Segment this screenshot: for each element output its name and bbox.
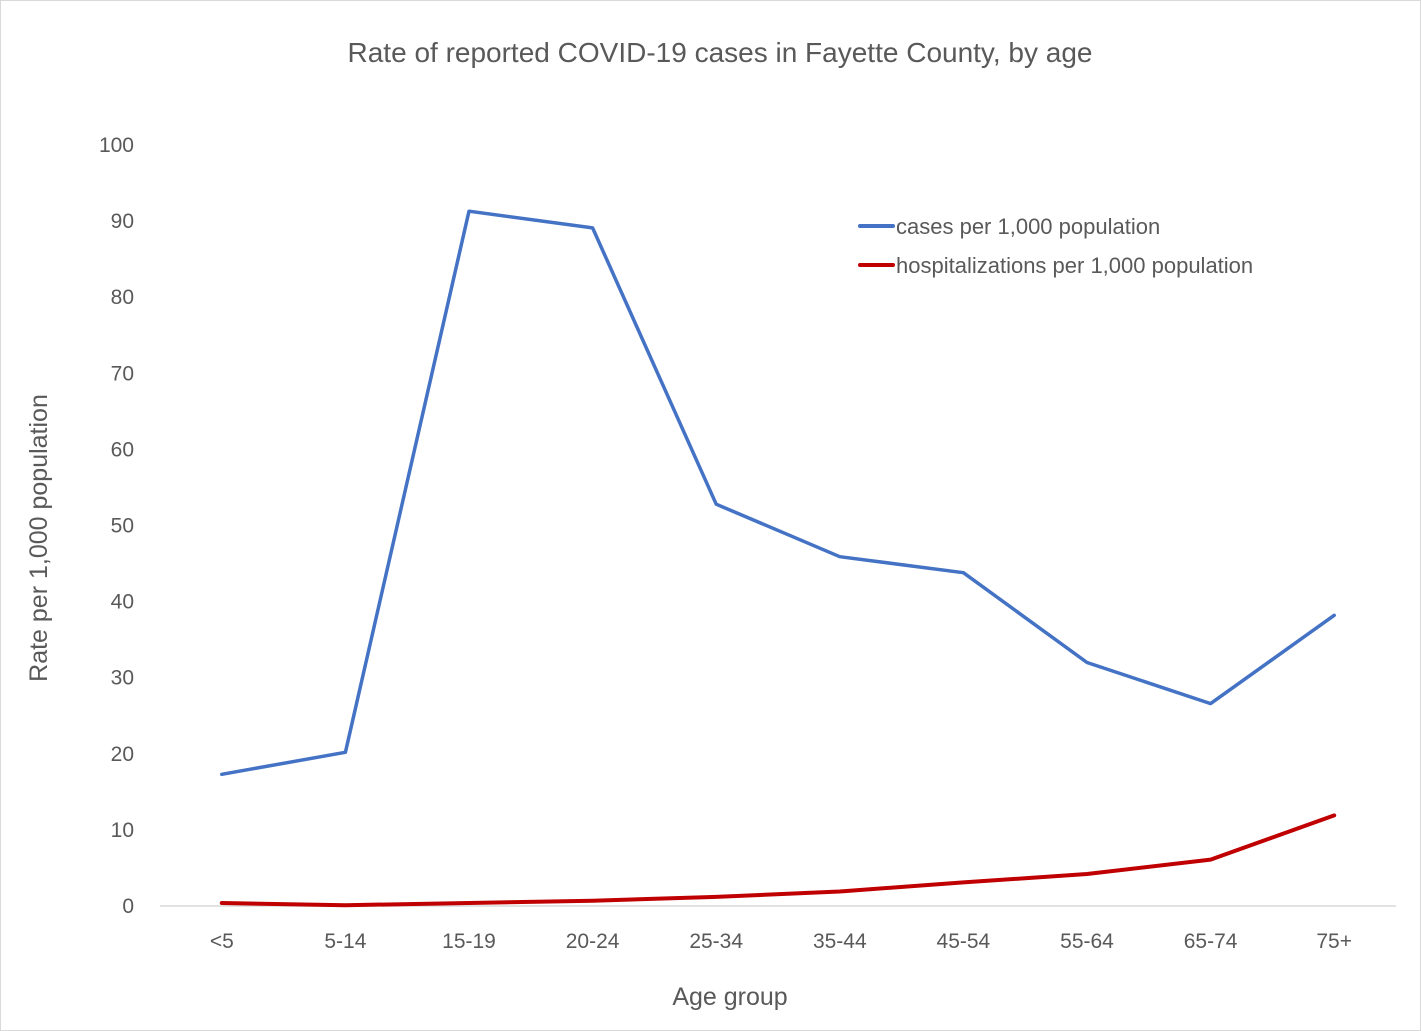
series-line-cases (220, 209, 1336, 777)
y-tick-label: 0 (122, 895, 134, 918)
chart-title: Rate of reported COVID-19 cases in Fayet… (348, 37, 1093, 68)
y-tick-label: 10 (111, 819, 134, 842)
series-line-hospitalizations (219, 813, 1337, 908)
y-tick-label: 90 (111, 210, 134, 233)
y-tick-label: 80 (111, 286, 134, 309)
x-tick-label: 15-19 (442, 930, 496, 953)
x-axis-ticks: <5 5-14 15-19 20-24 25-34 35-44 45-54 55-64 65-7… (210, 930, 1352, 953)
y-tick-label: 100 (99, 134, 134, 157)
y-axis-title: Rate per 1,000 population (25, 394, 53, 682)
series-lines (219, 209, 1337, 908)
x-tick-label: 35-44 (813, 930, 867, 953)
x-tick-label: 20-24 (566, 930, 620, 953)
x-tick-label: 65-74 (1184, 930, 1238, 953)
legend: cases per 1,000 population hospitalizatio… (858, 214, 1253, 278)
y-tick-label: 60 (111, 438, 134, 461)
y-axis-ticks: 0 10 20 30 40 50 60 70 80 90 100 (99, 134, 134, 918)
x-tick-label: <5 (210, 930, 234, 953)
y-tick-label: 20 (111, 743, 134, 766)
x-tick-label: 25-34 (689, 930, 743, 953)
x-tick-label: 55-64 (1060, 930, 1114, 953)
legend-label: cases per 1,000 population (896, 214, 1160, 239)
y-tick-label: 70 (111, 362, 134, 385)
x-tick-label: 75+ (1316, 930, 1352, 953)
legend-label: hospitalizations per 1,000 population (896, 253, 1253, 278)
y-tick-label: 40 (111, 591, 134, 614)
x-tick-label: 45-54 (937, 930, 991, 953)
y-tick-label: 30 (111, 667, 134, 690)
x-tick-label: 5-14 (324, 930, 366, 953)
x-axis-title: Age group (672, 983, 787, 1011)
y-tick-label: 50 (111, 515, 134, 538)
